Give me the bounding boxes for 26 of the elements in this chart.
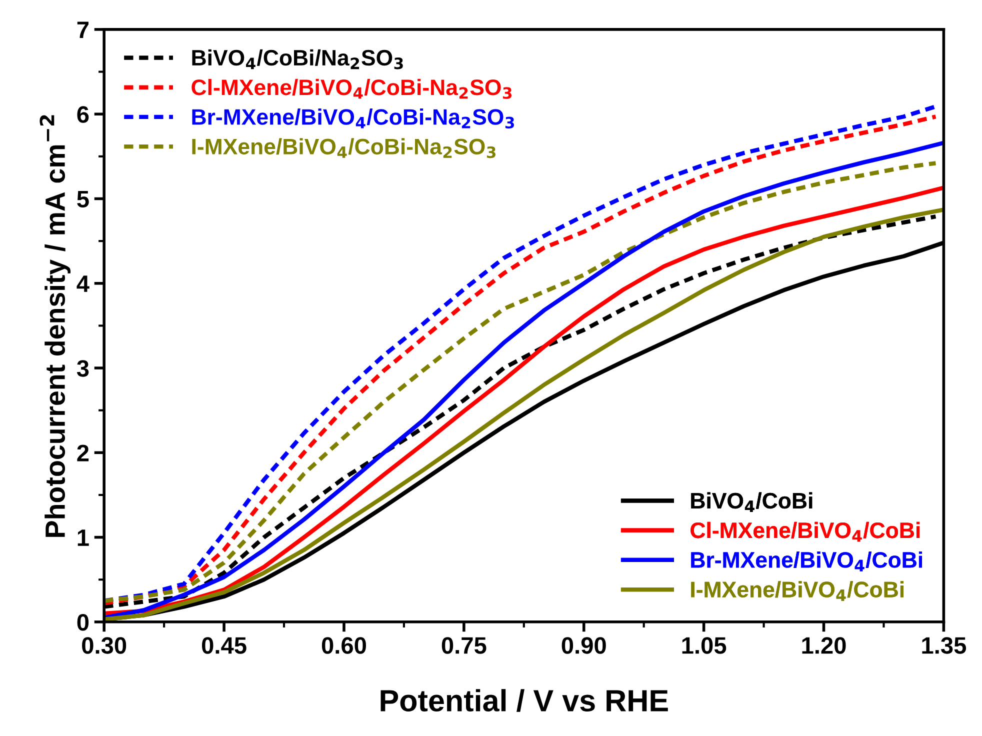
y-tick-label: 3 (76, 360, 89, 377)
y-tick-label: 5 (77, 191, 89, 208)
legend-label: I-MXene/BiVO$_{4}$/CoBi (691, 581, 904, 601)
legend-label: Cl-MXene/BiVO$_{4}$/CoBi (690, 522, 920, 542)
x-tick-label: 1.35 (922, 637, 966, 654)
legend-label: Br-MXene/BiVO$_{4}$/CoBi (691, 551, 922, 572)
x-tick-label: 0.90 (562, 637, 606, 654)
legend-label: BiVO$_{4}$/CoBi/Na$_{2}$SO$_{3}$ (192, 49, 403, 70)
y-tick-label: 4 (76, 276, 90, 292)
y-tick-label: 0 (77, 614, 89, 631)
y-tick-label: 2 (77, 444, 89, 462)
x-tick-label: 0.45 (202, 637, 246, 654)
x-tick-label: 0.60 (322, 637, 366, 654)
x-tick-label: 0.30 (82, 637, 126, 654)
x-axis-title: Potential / V vs RHE (380, 689, 668, 712)
x-tick-label: 0.75 (442, 637, 486, 654)
y-axis-title: Photocurrent density / mA cm$^{−2}$ (40, 115, 71, 537)
legend-label: Cl-MXene/BiVO$_{4}$/CoBi-Na$_{2}$SO$_{3}$ (192, 78, 512, 99)
legend-label: Br-MXene/BiVO$_{4}$/CoBi-Na$_{2}$SO$_{3}$ (192, 108, 514, 128)
y-tick-label: 7 (77, 22, 88, 38)
y-tick-label: 6 (77, 106, 89, 123)
x-tick-label: 1.05 (682, 637, 726, 654)
legend-label: BiVO$_{4}$/CoBi (691, 492, 812, 512)
y-tick-label: 1 (78, 530, 89, 546)
legend-label: I-MXene/BiVO$_{4}$/CoBi-Na$_{2}$SO$_{3}$ (192, 138, 496, 158)
x-tick-label: 1.20 (802, 637, 846, 654)
